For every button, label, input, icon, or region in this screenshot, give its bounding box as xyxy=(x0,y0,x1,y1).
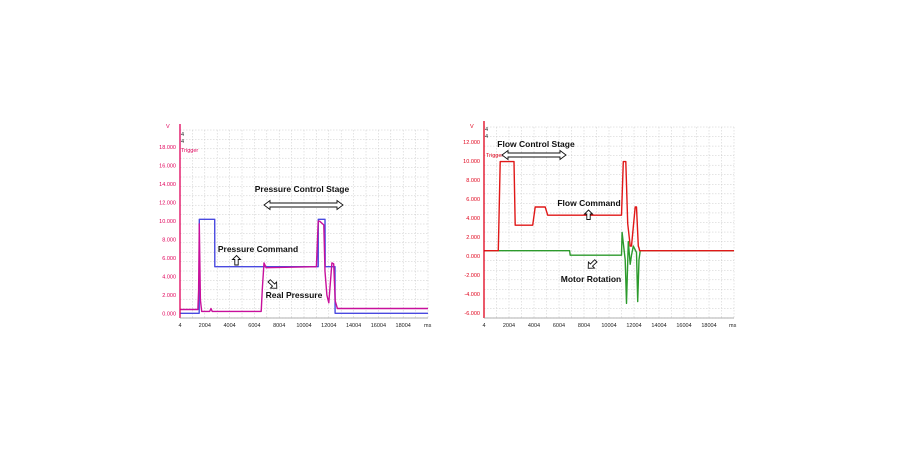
x-tick-label: 14004 xyxy=(346,323,361,329)
y-tick-label: 12.000 xyxy=(159,201,176,207)
y-tick-label: 2.000 xyxy=(162,293,176,299)
x-tick-label: 2004 xyxy=(199,323,211,329)
x-tick-label: 16004 xyxy=(676,323,691,329)
double-arrow-icon xyxy=(263,199,344,211)
y-tick-label: -2.000 xyxy=(464,273,480,279)
annotation-motor-rotation: Motor Rotation xyxy=(561,274,621,284)
pressure-chart-axes xyxy=(179,124,428,319)
x-tick-label: 12004 xyxy=(626,323,641,329)
x-tick-label: 6004 xyxy=(248,323,260,329)
trigger-label: Trigger xyxy=(486,153,503,159)
y-tick-label: 10.000 xyxy=(159,219,176,225)
diagonal-down-arrow-icon xyxy=(587,259,598,269)
y-unit-label: V xyxy=(470,124,474,130)
channel-label-2: 4 xyxy=(181,139,184,145)
up-arrow-icon xyxy=(231,254,242,266)
x-tick-label: 4004 xyxy=(528,323,540,329)
annotation-flow-command: Flow Command xyxy=(557,198,620,208)
trigger-label: Trigger xyxy=(181,148,198,154)
series-line-2 xyxy=(180,220,428,313)
pressure-chart-grid xyxy=(179,129,429,319)
annotation-real-pressure: Real Pressure xyxy=(266,290,323,300)
flow-chart-series xyxy=(484,160,734,305)
x-tick-label: 18004 xyxy=(701,323,716,329)
x-unit-label: ms xyxy=(424,323,432,329)
x-tick-label: 4004 xyxy=(223,323,235,329)
diagonal-arrow-icon xyxy=(267,279,278,289)
y-tick-label: 6.000 xyxy=(466,197,480,203)
y-tick-label: 2.000 xyxy=(466,235,480,241)
x-tick-label: 4 xyxy=(178,323,181,329)
y-tick-label: 14.000 xyxy=(159,182,176,188)
series-line-1 xyxy=(484,231,734,305)
pressure-chart: 0.000 2.000 4.000 6.000 8.000 10.000 12.000 14.… xyxy=(159,124,432,329)
up-arrow-icon xyxy=(583,209,594,220)
x-tick-label: 12004 xyxy=(321,323,336,329)
x-tick-label: 8004 xyxy=(578,323,590,329)
annotation-flow-control-stage: Flow Control Stage xyxy=(497,139,575,149)
y-tick-label: 4.000 xyxy=(162,275,176,281)
y-tick-label: 0.000 xyxy=(466,254,480,260)
x-tick-label: 6004 xyxy=(553,323,565,329)
x-tick-label: 4 xyxy=(482,323,485,329)
x-tick-label: 14004 xyxy=(651,323,666,329)
y-tick-label: -4.000 xyxy=(464,292,480,298)
y-tick-label: 12.000 xyxy=(463,140,480,146)
x-tick-label: 2004 xyxy=(503,323,515,329)
channel-label-2: 4 xyxy=(485,134,488,140)
double-arrow-icon xyxy=(501,149,567,161)
y-tick-label: -6.000 xyxy=(464,311,480,317)
annotation-pressure-command: Pressure Command xyxy=(218,244,298,254)
pressure-chart-series xyxy=(180,218,428,314)
y-tick-label: 8.000 xyxy=(466,178,480,184)
x-tick-label: 18004 xyxy=(396,323,411,329)
annotation-pressure-control-stage: Pressure Control Stage xyxy=(255,184,350,194)
channel-label-1: 4 xyxy=(181,132,184,138)
flow-chart: -6.000 -4.000 -2.000 0.000 2.000 4.000 6.000 8.… xyxy=(463,121,737,329)
x-tick-label: 8004 xyxy=(273,323,285,329)
y-tick-label: 10.000 xyxy=(463,159,480,165)
x-unit-label: ms xyxy=(729,323,737,329)
y-unit-label: V xyxy=(166,124,170,130)
y-tick-label: 8.000 xyxy=(162,238,176,244)
x-tick-label: 10004 xyxy=(601,323,616,329)
series-line-2 xyxy=(484,160,734,252)
x-tick-label: 10004 xyxy=(296,323,311,329)
y-tick-label: 18.000 xyxy=(159,145,176,151)
flow-chart-ticks: -6.000 -4.000 -2.000 0.000 2.000 4.000 6.000 8.… xyxy=(463,140,716,329)
y-tick-label: 4.000 xyxy=(466,216,480,222)
pressure-chart-ticks: 0.000 2.000 4.000 6.000 8.000 10.000 12.000 14.… xyxy=(159,145,411,329)
y-tick-label: 16.000 xyxy=(159,164,176,170)
flow-chart-axes xyxy=(483,121,734,319)
x-tick-label: 16004 xyxy=(371,323,386,329)
channel-label-1: 4 xyxy=(485,127,488,133)
y-tick-label: 0.000 xyxy=(162,312,176,318)
y-tick-label: 6.000 xyxy=(162,256,176,262)
